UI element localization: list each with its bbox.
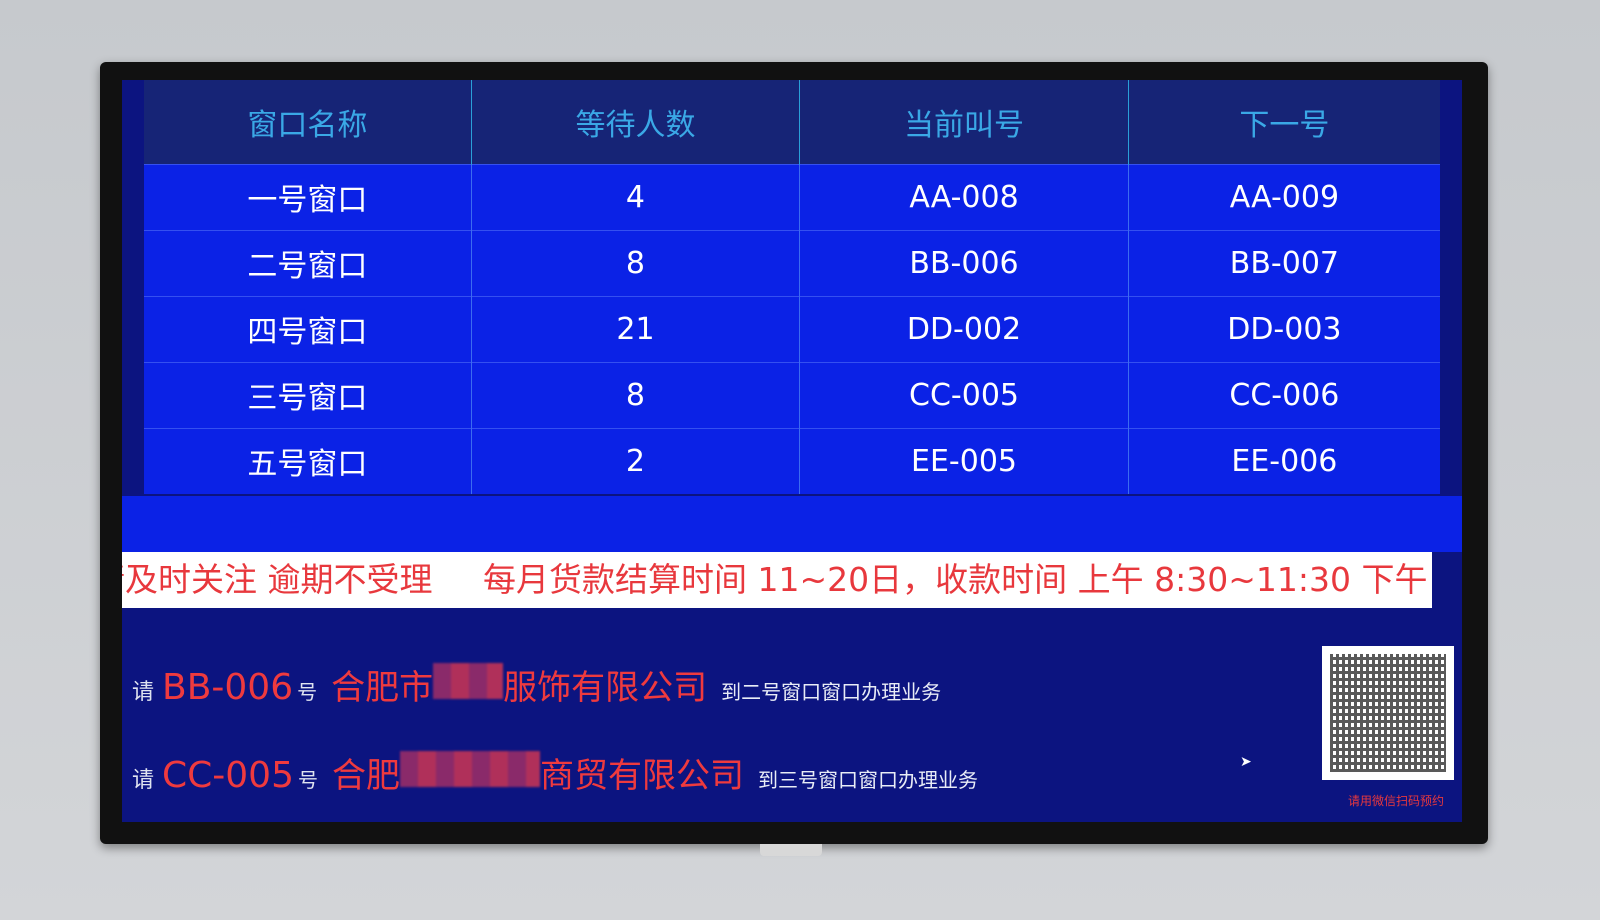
call-line: 请 CC-005 号 合肥 商贸有限公司 到三号窗口窗口办理业务 — [132, 748, 978, 797]
queue-screen: 窗口名称 等待人数 当前叫号 下一号 一号窗口 4 AA-008 AA-009 二号窗口… — [122, 80, 1462, 822]
waiting-count: 21 — [471, 295, 801, 362]
marquee-part-2: 每月货款结算时间 11~20日，收款时间 上午 8:30~11:30 下午 — [483, 560, 1428, 599]
table-row: 四号窗口 21 DD-002 DD-003 — [144, 295, 1440, 362]
call-destination: 到二号窗口窗口办理业务 — [721, 680, 942, 704]
waiting-count: 4 — [471, 163, 801, 230]
current-number: EE-005 — [799, 427, 1129, 494]
next-number: BB-007 — [1128, 229, 1440, 296]
window-name: 二号窗口 — [144, 229, 472, 296]
table-row: 五号窗口 2 EE-005 EE-006 — [144, 427, 1440, 494]
qr-caption: 请用微信扫码预约 — [1348, 794, 1445, 808]
redacted-text — [433, 663, 504, 699]
window-name: 一号窗口 — [144, 163, 472, 230]
header-waiting-count: 等待人数 — [471, 80, 801, 164]
current-number: BB-006 — [799, 229, 1129, 296]
current-number: AA-008 — [799, 163, 1129, 230]
table-row: 三号窗口 8 CC-005 CC-006 — [144, 361, 1440, 428]
call-number: CC-005 — [162, 755, 294, 796]
table-row: 一号窗口 4 AA-008 AA-009 — [144, 163, 1440, 230]
call-prefix: 请 — [132, 768, 155, 793]
window-name: 三号窗口 — [144, 361, 472, 428]
call-suffix: 号 — [297, 680, 318, 704]
company-end: 商贸有限公司 — [540, 756, 744, 796]
waiting-count: 2 — [471, 427, 801, 494]
call-line: 请 BB-006 号 合肥市 服饰有限公司 到二号窗口窗口办理业务 — [132, 660, 941, 709]
next-number: AA-009 — [1128, 163, 1440, 230]
next-number: EE-006 — [1128, 427, 1440, 494]
call-destination: 到三号窗口窗口办理业务 — [758, 768, 978, 792]
qr-code-icon — [1322, 646, 1454, 780]
header-current-number: 当前叫号 — [799, 80, 1129, 164]
table-row: 二号窗口 8 BB-006 BB-007 — [144, 229, 1440, 296]
company-start: 合肥 — [332, 756, 400, 796]
call-number: BB-006 — [162, 667, 294, 708]
waiting-count: 8 — [471, 361, 801, 428]
header-next-number: 下一号 — [1128, 80, 1440, 164]
window-name: 四号窗口 — [144, 295, 472, 362]
marquee-notice: 请及时关注 逾期不受理 每月货款结算时间 11~20日，收款时间 上午 8:30… — [122, 552, 1432, 608]
mouse-cursor-icon: ➤ — [1240, 754, 1252, 770]
next-number: CC-006 — [1128, 361, 1440, 428]
call-suffix: 号 — [298, 768, 318, 792]
tv-stand — [760, 844, 822, 856]
tv-display: 窗口名称 等待人数 当前叫号 下一号 一号窗口 4 AA-008 AA-009 二号窗口… — [100, 62, 1488, 844]
call-prefix: 请 — [132, 680, 155, 705]
header-window-name: 窗口名称 — [144, 80, 472, 164]
company-start: 合肥市 — [331, 668, 434, 708]
table-spacer — [122, 496, 1462, 552]
next-number: DD-003 — [1128, 295, 1440, 362]
waiting-count: 8 — [471, 229, 801, 296]
window-name: 五号窗口 — [144, 427, 472, 494]
company-end: 服饰有限公司 — [503, 668, 708, 708]
current-number: CC-005 — [799, 361, 1129, 428]
redacted-text — [400, 751, 540, 787]
queue-table: 窗口名称 等待人数 当前叫号 下一号 一号窗口 4 AA-008 AA-009 二号窗口… — [144, 80, 1440, 494]
marquee-part-1: 请及时关注 逾期不受理 — [122, 560, 433, 599]
current-number: DD-002 — [799, 295, 1129, 362]
